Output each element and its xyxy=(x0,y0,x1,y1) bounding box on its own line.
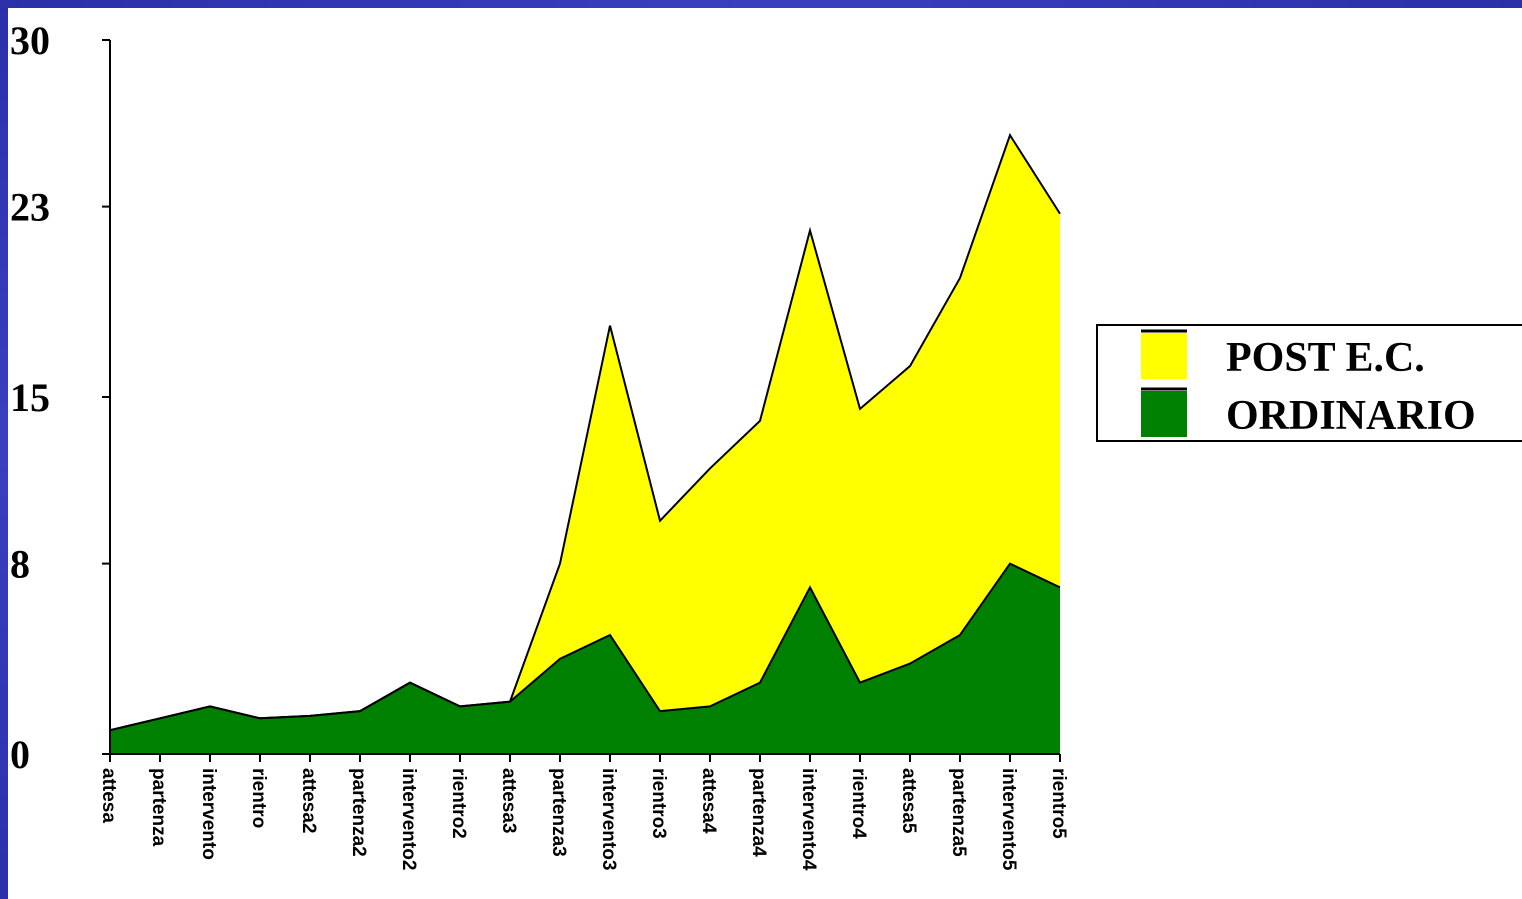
axes xyxy=(102,39,1061,762)
legend-label: ORDINARIO xyxy=(1226,393,1476,439)
x-tick-label: attesa3 xyxy=(498,768,519,834)
y-tick-label: 30 xyxy=(10,18,50,63)
x-tick-label: intervento3 xyxy=(598,768,619,870)
x-tick-label: intervento5 xyxy=(998,768,1019,871)
legend-swatch xyxy=(1141,391,1187,437)
x-tick-label: attesa5 xyxy=(898,768,919,834)
slide-border-top xyxy=(0,0,1522,8)
x-tick-label: partenza5 xyxy=(948,768,969,857)
x-tick-label: partenza2 xyxy=(348,768,369,857)
y-tick-labels: 0 8 15 23 30 xyxy=(10,18,50,777)
x-tick-label: rientro5 xyxy=(1048,768,1069,839)
x-tick-labels: attesa partenza intervento rientro attesa2 pa… xyxy=(98,768,1069,871)
x-tick-label: partenza4 xyxy=(748,768,769,857)
x-tick-label: attesa2 xyxy=(298,768,319,834)
x-tick-label: intervento2 xyxy=(398,768,419,870)
legend-label: POST E.C. xyxy=(1226,335,1425,381)
x-tick-label: intervento xyxy=(198,768,219,860)
x-tick-label: rientro2 xyxy=(448,768,469,839)
x-tick-label: attesa4 xyxy=(698,768,719,834)
x-tick-label: rientro4 xyxy=(848,768,869,839)
y-tick-label: 15 xyxy=(10,375,50,420)
x-tick-label: rientro3 xyxy=(648,768,669,839)
line-post-e-c xyxy=(109,132,1061,732)
y-tick-label: 8 xyxy=(10,542,30,587)
x-tick-label: partenza3 xyxy=(548,768,569,857)
area-post-e-c xyxy=(110,135,1060,731)
series-areas xyxy=(109,132,1061,754)
slide-border-left xyxy=(0,0,8,899)
area-ordinario xyxy=(110,563,1060,754)
y-tick-label: 23 xyxy=(10,185,50,230)
legend: POST E.C. ORDINARIO xyxy=(1096,324,1522,442)
x-tick-label: attesa xyxy=(98,768,119,823)
y-tick-label: 0 xyxy=(10,732,30,777)
x-tick-label: rientro xyxy=(248,768,269,828)
legend-swatch xyxy=(1141,333,1187,379)
x-tick-label: intervento4 xyxy=(798,768,819,871)
x-tick-label: partenza xyxy=(148,768,169,847)
